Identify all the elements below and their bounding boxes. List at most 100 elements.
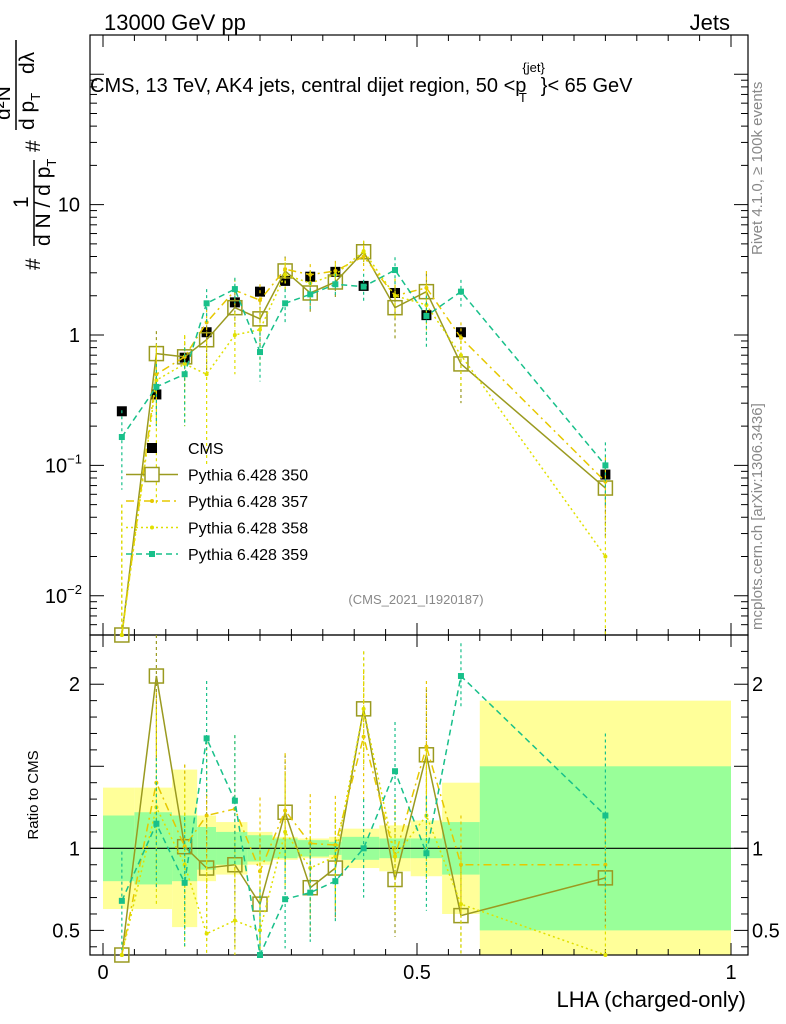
svg-text:dλ: dλ (16, 51, 39, 74)
ratio-line (121, 674, 606, 958)
data-point (258, 327, 262, 332)
data-point (283, 272, 288, 277)
data-point (602, 462, 609, 469)
data-point (231, 286, 238, 293)
x-tick-label: 0 (97, 962, 108, 984)
ratio-point (360, 845, 367, 852)
data-point (257, 349, 263, 356)
ratio-point (458, 902, 463, 907)
ratio-point (333, 854, 338, 859)
x-axis-label: LHA (charged-only) (556, 987, 746, 1012)
y-tick-label: 10−1 (45, 451, 82, 477)
data-point (252, 311, 268, 327)
ratio-point (203, 735, 210, 742)
ratio-point (332, 878, 339, 885)
ratio-point (283, 829, 288, 834)
analysis-watermark: (CMS_2021_I1920187) (348, 592, 483, 607)
y-tick-label: 1 (69, 325, 80, 347)
ratio-point (258, 928, 262, 933)
title-sup: {jet} (522, 60, 545, 75)
x-tick-label: 1 (725, 962, 736, 984)
data-point (182, 354, 187, 359)
data-point (114, 627, 130, 643)
svg-text:d pT: d pT (16, 93, 43, 130)
ratio-line (121, 675, 606, 956)
series-line (121, 250, 606, 636)
legend-label: Pythia 6.428 350 (188, 468, 308, 485)
main-frame (89, 34, 749, 636)
data-point (423, 312, 430, 319)
ratio-point (457, 673, 464, 680)
svg-text:d N / d pT: d N / d pT (32, 159, 59, 246)
ratio-point (282, 896, 289, 903)
y-tick-label: 10 (58, 195, 80, 217)
ratio-point (603, 953, 608, 957)
ratio-point (361, 706, 366, 711)
svg-text:#: # (22, 258, 45, 270)
data-point (393, 293, 398, 298)
ratio-y-label: Ratio to CMS (25, 750, 42, 839)
ratio-frame (89, 634, 749, 956)
legend-marker (150, 499, 154, 503)
header-left: 13000 GeV pp (104, 10, 246, 35)
ratio-point (204, 813, 209, 818)
ratio-y-tick-label-right: 1 (752, 838, 763, 860)
legend-label: Pythia 6.428 357 (188, 494, 308, 511)
svg-text:1: 1 (10, 196, 33, 208)
ratio-y-tick-label: 0.5 (52, 920, 80, 942)
legend-marker (149, 551, 155, 557)
ratio-y-tick-label-right: 2 (752, 674, 763, 696)
data-point (119, 633, 124, 637)
svg-text:#: # (22, 140, 45, 152)
series-line (121, 255, 606, 636)
legend-label: Pythia 6.428 358 (188, 521, 308, 538)
ratio-point (181, 879, 188, 886)
data-point (332, 281, 339, 288)
title-main: CMS, 13 TeV, AK4 jets, central dijet reg… (90, 75, 526, 97)
series-4 (118, 257, 609, 958)
ratio-point (393, 854, 398, 859)
ratio-point (603, 862, 608, 867)
data-point (603, 479, 608, 484)
data-point (603, 554, 608, 559)
ratio-y-tick-label: 1 (69, 838, 80, 860)
data-point (282, 300, 289, 307)
data-point (458, 353, 463, 358)
data-point (204, 372, 209, 377)
legend: CMS Pythia 6.428 350 Pythia 6.428 357 Pythi… (126, 441, 308, 564)
data-point (361, 249, 366, 254)
data-point (181, 371, 188, 378)
ratio-point (458, 862, 463, 867)
ratio-point (182, 862, 187, 867)
data-point (232, 333, 237, 337)
rivet-label: Rivet 4.1.0, ≥ 100k events (749, 82, 766, 255)
ratio-point (204, 931, 209, 936)
chart-title: CMS, 13 TeV, AK4 jets, central dijet reg… (90, 60, 633, 105)
data-point (361, 254, 366, 259)
data-point (455, 327, 466, 338)
y-axis-label: # 1 d N / d pT # d²N d pT dλ (0, 40, 59, 270)
x-tick-label: 0.5 (403, 962, 431, 984)
title-tail: }< 65 GeV (541, 75, 633, 97)
series-line (121, 269, 606, 466)
ratio-point (257, 952, 263, 958)
data-point (182, 361, 187, 366)
ratio-point (423, 850, 430, 857)
data-point (457, 288, 464, 295)
legend-marker (147, 443, 157, 453)
data-point (258, 298, 262, 303)
data-point (204, 320, 209, 325)
header-right: Jets (690, 10, 730, 35)
ratio-point (424, 744, 429, 749)
data-point (118, 434, 125, 441)
ratio-point (392, 768, 399, 775)
mcplots-label: mcplots.cern.ch [arXiv:1306.3436] (749, 403, 766, 630)
data-point (360, 283, 367, 290)
ratio-point (119, 953, 124, 957)
svg-text:d²N: d²N (0, 86, 15, 120)
ratio-point (602, 812, 609, 819)
data-point (424, 302, 429, 307)
ratio-point (148, 668, 165, 684)
y-tick-label: 10−2 (45, 582, 82, 608)
